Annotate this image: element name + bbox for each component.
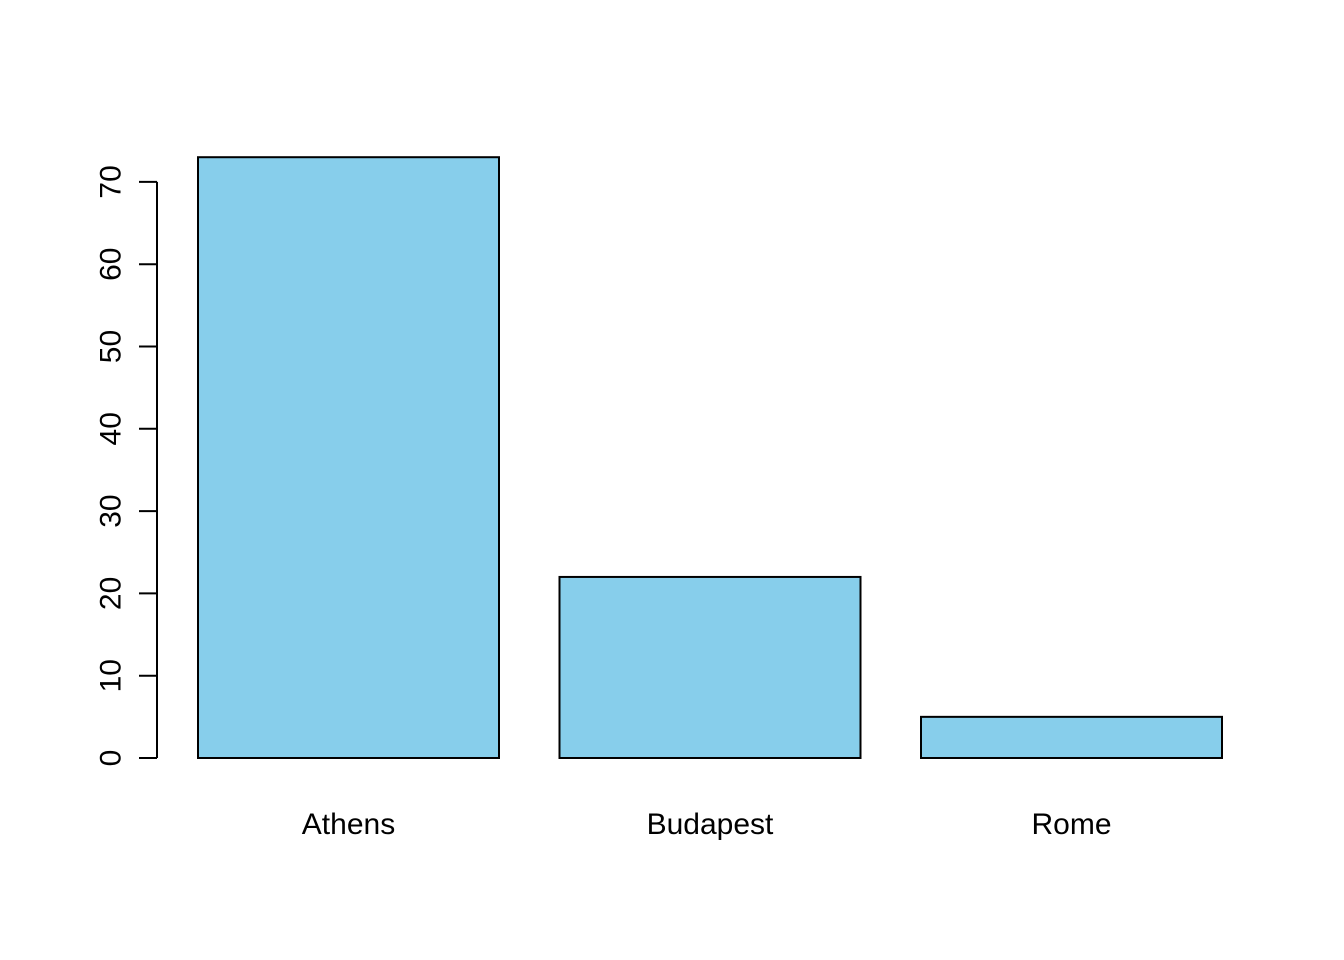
bar-rome xyxy=(920,715,1223,759)
y-tick-label: 50 xyxy=(95,330,128,363)
y-tick-label: 60 xyxy=(95,248,128,281)
y-tick-label: 20 xyxy=(95,577,128,610)
bars xyxy=(197,156,1223,759)
x-axis-labels: Athens Budapest Rome xyxy=(302,808,1112,841)
x-tick-label: Rome xyxy=(1031,808,1111,841)
y-axis: 0 10 20 30 40 50 60 70 xyxy=(95,165,158,766)
y-tick-label: 10 xyxy=(95,659,128,692)
bar-athens xyxy=(197,156,500,759)
x-tick-label: Athens xyxy=(302,808,395,841)
y-tick-label: 70 xyxy=(95,165,128,198)
y-tick-label: 30 xyxy=(95,494,128,527)
y-tick-label: 40 xyxy=(95,412,128,445)
y-tick-label: 0 xyxy=(95,750,128,767)
bar-budapest xyxy=(558,575,862,759)
x-tick-label: Budapest xyxy=(647,808,774,841)
